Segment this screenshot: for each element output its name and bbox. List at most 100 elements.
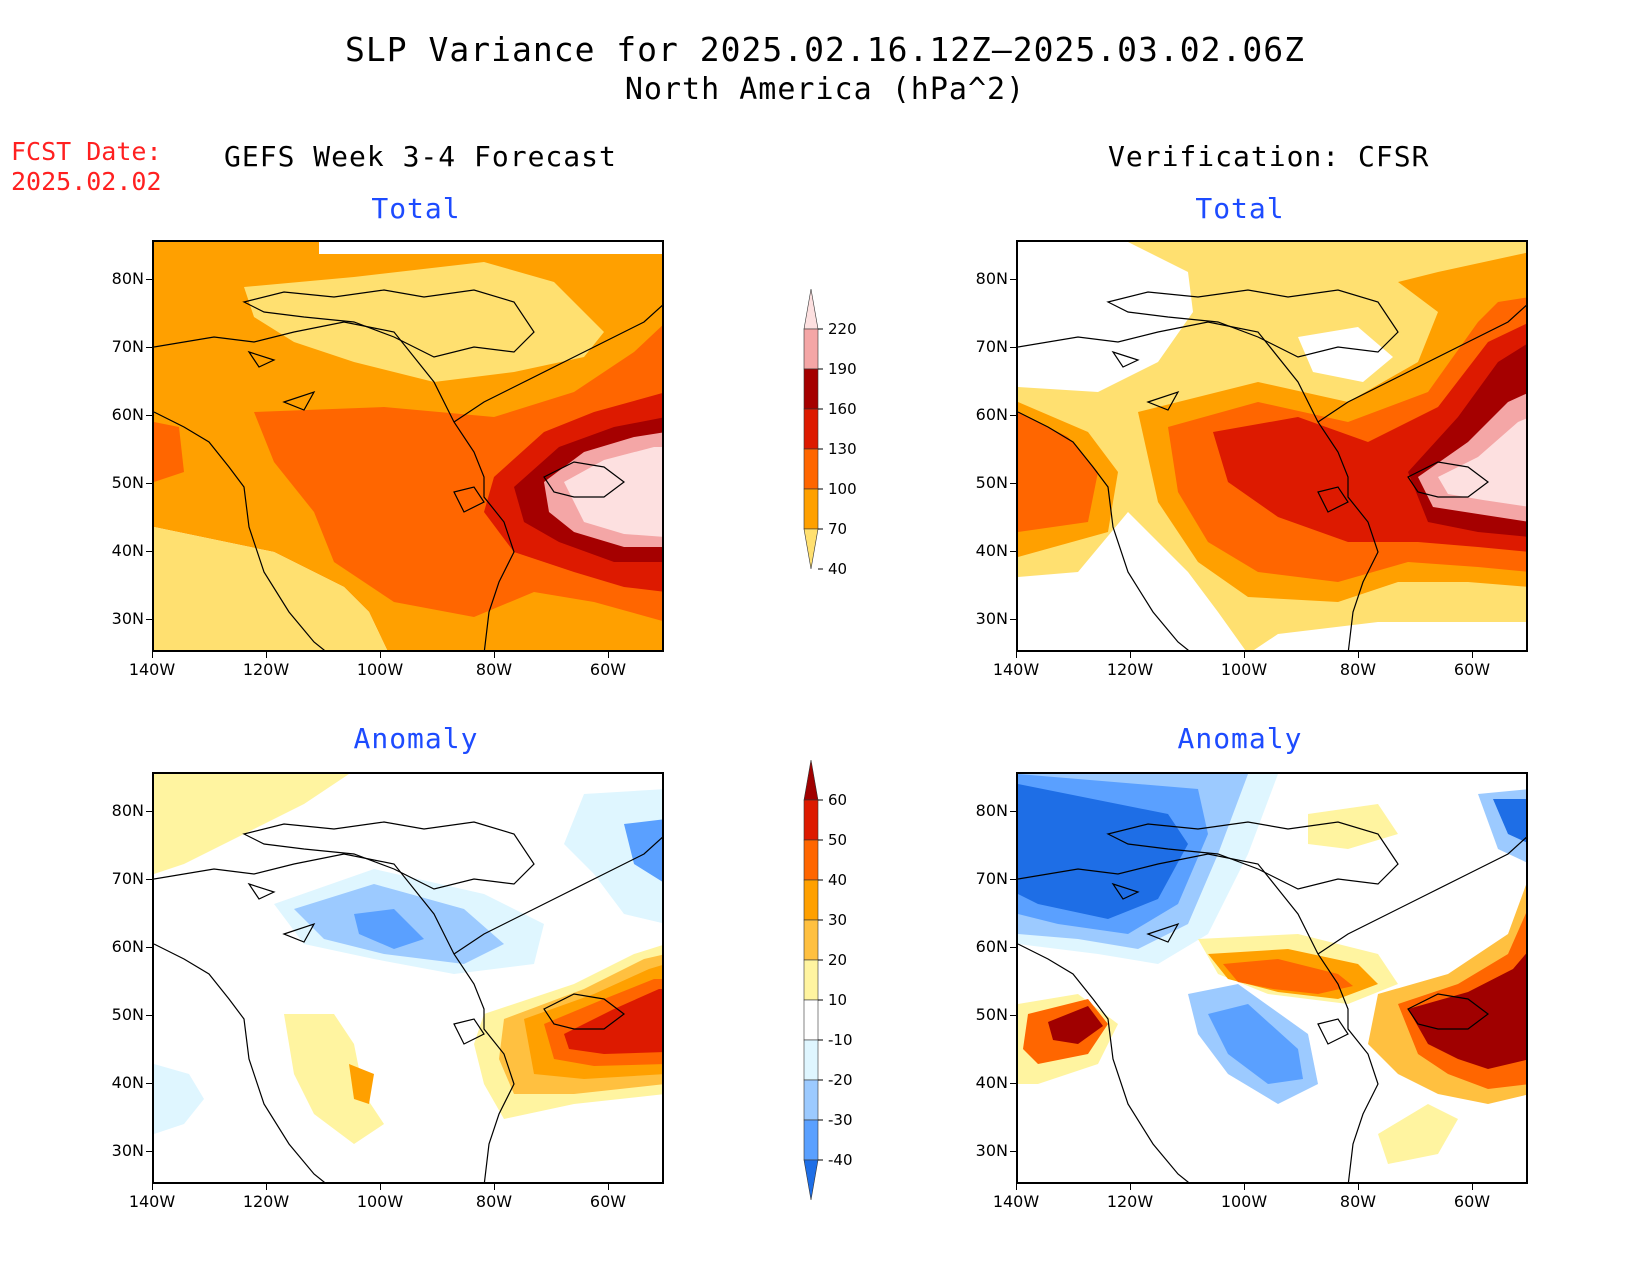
colorbar-segment	[803, 839, 819, 881]
map-verification-anomaly	[1016, 772, 1528, 1184]
colorbar-level-label: -40	[828, 1151, 853, 1169]
lon-tick-mark	[1472, 1184, 1473, 1190]
lat-tick-label: 80N	[975, 801, 1008, 820]
contour-minus30-ne	[624, 819, 662, 882]
lat-tick-mark	[146, 483, 152, 484]
lon-tick-label: 60W	[589, 660, 627, 679]
lat-tick-mark	[1010, 947, 1016, 948]
lon-tick-mark	[1244, 1184, 1245, 1190]
contour-220	[1438, 418, 1526, 507]
lon-tick-mark	[1358, 1184, 1359, 1190]
lon-tick-label: 60W	[1453, 660, 1491, 679]
lon-tick-mark	[1016, 652, 1017, 658]
lat-tick-mark	[146, 279, 152, 280]
contour-50-east	[564, 989, 662, 1054]
lat-tick-label: 30N	[111, 609, 144, 628]
lon-tick-label: 140W	[992, 1192, 1040, 1211]
lon-tick-label: 80W	[1339, 660, 1377, 679]
lon-tick-label: 100W	[356, 660, 404, 679]
colorbar-segment	[803, 879, 819, 921]
lon-tick-mark	[494, 652, 495, 658]
lat-tick-mark	[146, 1083, 152, 1084]
colorbar-segment	[803, 448, 819, 490]
contour-minus10-west	[154, 1064, 204, 1134]
colorbar-top-arrow	[803, 288, 819, 330]
colorbar-level-label: 40	[828, 871, 848, 889]
lat-tick-mark	[146, 1015, 152, 1016]
colorbar-segment	[803, 328, 819, 370]
lon-tick-label: 100W	[1220, 1192, 1268, 1211]
colorbar-anomaly: 60 50 40 30 20 10 -10 -20 -30 -40	[800, 756, 890, 1206]
lat-tick-label: 50N	[975, 1005, 1008, 1024]
lon-tick-mark	[380, 652, 381, 658]
colorbar-bottom-arrow	[803, 1159, 819, 1201]
lat-tick-mark	[1010, 1083, 1016, 1084]
lon-tick-mark	[380, 1184, 381, 1190]
lon-tick-mark	[1472, 652, 1473, 658]
colorbar-level-label: 20	[828, 951, 848, 969]
colorbar-segment	[803, 408, 819, 450]
colorbar-level-label: 130	[828, 440, 857, 458]
contour-minus30-center	[1208, 1004, 1303, 1084]
lon-tick-label: 140W	[128, 1192, 176, 1211]
colorbar-segment	[803, 999, 819, 1041]
lon-tick-label: 120W	[242, 660, 290, 679]
lon-tick-label: 60W	[1453, 1192, 1491, 1211]
lat-tick-mark	[146, 347, 152, 348]
lat-tick-label: 50N	[975, 473, 1008, 492]
colorbar-level-label: 70	[828, 520, 848, 538]
lat-tick-mark	[1010, 1015, 1016, 1016]
lat-tick-label: 50N	[111, 473, 144, 492]
lat-tick-mark	[146, 415, 152, 416]
lat-tick-label: 70N	[975, 337, 1008, 356]
contour-40-hole	[1298, 327, 1393, 382]
lat-tick-mark	[146, 947, 152, 948]
contour-minus30-ne	[1493, 799, 1526, 843]
lon-tick-label: 100W	[1220, 660, 1268, 679]
lat-tick-mark	[1010, 483, 1016, 484]
lon-tick-label: 100W	[356, 1192, 404, 1211]
contour-minus40-nw	[1018, 784, 1188, 919]
map-forecast-anomaly	[152, 772, 664, 1184]
lat-tick-label: 30N	[111, 1141, 144, 1160]
lat-tick-mark	[146, 1151, 152, 1152]
lon-tick-mark	[608, 652, 609, 658]
colorbar-segment	[803, 799, 819, 841]
coastlines	[154, 289, 662, 650]
lon-tick-mark	[1130, 652, 1131, 658]
map-verification-total	[1016, 240, 1528, 652]
lon-tick-mark	[608, 1184, 609, 1190]
lat-tick-mark	[1010, 619, 1016, 620]
colorbar-segment	[803, 1079, 819, 1121]
lat-tick-label: 40N	[975, 541, 1008, 560]
colorbar-level-label: 160	[828, 400, 857, 418]
contour-60-east	[1408, 953, 1526, 1069]
colorbar-level-label: -30	[828, 1111, 853, 1129]
title-line-1: SLP Variance for 2025.02.16.12Z–2025.03.…	[345, 30, 1305, 69]
lat-tick-mark	[1010, 1151, 1016, 1152]
lon-tick-label: 80W	[1339, 1192, 1377, 1211]
lat-tick-mark	[1010, 811, 1016, 812]
panel-title-verification-anomaly: Anomaly	[1177, 722, 1303, 755]
colorbar-level-label: 50	[828, 831, 848, 849]
fcst-date-value: 2025.02.02	[11, 167, 162, 196]
lat-tick-mark	[1010, 551, 1016, 552]
colorbar-level-label: -20	[828, 1071, 853, 1089]
colorbar-total: 220 190 160 130 100 70 40	[800, 280, 890, 620]
colorbar-level-label: 40	[828, 560, 848, 578]
colorbar-level-label: 30	[828, 911, 848, 929]
contour-minus30	[354, 909, 424, 949]
colorbar-segment	[803, 1039, 819, 1081]
lat-tick-mark	[146, 551, 152, 552]
lat-tick-mark	[146, 879, 152, 880]
colorbar-segment	[803, 959, 819, 1001]
contour-40-center	[1223, 959, 1353, 994]
colorbar-level-label: -10	[828, 1031, 853, 1049]
panel-title-forecast-total: Total	[371, 192, 461, 225]
colorbar-level-label: 10	[828, 991, 848, 1009]
contour-30-center	[349, 1064, 374, 1104]
lat-tick-mark	[1010, 879, 1016, 880]
lat-tick-label: 60N	[111, 405, 144, 424]
panel-title-forecast-anomaly: Anomaly	[353, 722, 479, 755]
colorbar-segment	[803, 368, 819, 410]
